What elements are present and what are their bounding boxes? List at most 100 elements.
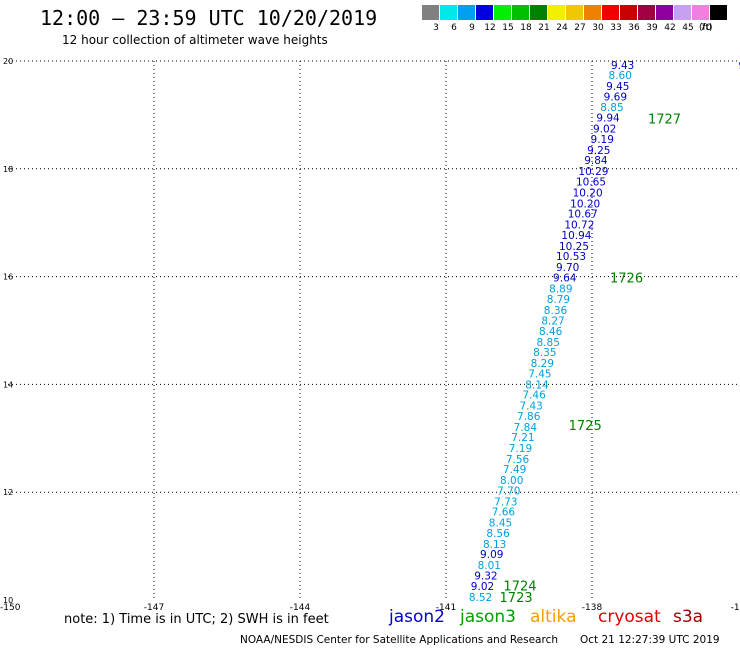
time-label: 1723 xyxy=(500,591,533,606)
legend-label: 39 xyxy=(646,23,658,33)
swh-value: 7.56 xyxy=(506,454,530,466)
swh-value: 8.85 xyxy=(537,337,560,349)
legend-swatch xyxy=(710,5,727,20)
satellite-label-jason2: jason2 xyxy=(389,607,445,627)
legend-swatch xyxy=(638,5,655,20)
lat-tick-label: 16 xyxy=(3,273,13,282)
swh-value: 7.45 xyxy=(528,369,551,381)
swh-value: 8.45 xyxy=(489,517,512,529)
lat-tick-label: 12 xyxy=(3,488,13,497)
legend-swatch xyxy=(584,5,601,20)
legend-swatch xyxy=(674,5,691,20)
lat-tick-label: 20 xyxy=(3,57,13,66)
footer-note: note: 1) Time is in UTC; 2) SWH is in fe… xyxy=(64,612,329,627)
legend-label: 36 xyxy=(628,23,640,33)
time-label: 1724 xyxy=(503,579,536,594)
swh-value: 8.52 xyxy=(469,592,492,604)
satellite-label-cryosat: cryosat xyxy=(598,607,661,627)
swh-value-edge: 9 xyxy=(739,60,740,72)
swh-value: 9.70 xyxy=(556,262,579,274)
swh-value: 8.00 xyxy=(500,475,523,487)
swh-value: 10.65 xyxy=(576,177,606,189)
page-subtitle: 12 hour collection of altimeter wave hei… xyxy=(62,33,328,47)
legend-swatch xyxy=(476,5,493,20)
swh-value: 7.46 xyxy=(522,390,546,402)
legend-label: 42 xyxy=(664,23,676,33)
legend-label: 45 xyxy=(682,23,694,33)
swh-value: 8.85 xyxy=(600,102,623,114)
swh-value: 10.94 xyxy=(561,230,591,242)
lon-tick-label: -144 xyxy=(290,603,311,613)
generated-timestamp: Oct 21 12:27:39 UTC 2019 xyxy=(580,634,720,646)
swh-value: 9.45 xyxy=(606,81,629,93)
time-label: 1727 xyxy=(648,113,681,128)
legend-swatch xyxy=(692,5,709,20)
swh-value: 7.70 xyxy=(497,486,520,498)
swh-value: 9.09 xyxy=(480,549,503,561)
swh-value: 8.01 xyxy=(478,560,501,572)
lat-tick-label: 14 xyxy=(3,380,13,389)
swh-value: 8.89 xyxy=(549,283,572,295)
time-label: 1726 xyxy=(610,272,643,287)
swh-value: 9.02 xyxy=(471,581,494,593)
legend-swatch xyxy=(566,5,583,20)
legend-label: 30 xyxy=(592,23,604,33)
swh-value: 7.86 xyxy=(517,411,541,423)
legend-swatch xyxy=(548,5,565,20)
swh-value: 8.35 xyxy=(533,347,556,359)
swh-value: 10.20 xyxy=(570,198,600,210)
swh-value: 9.69 xyxy=(604,92,627,104)
swh-value: 10.20 xyxy=(573,188,603,200)
swh-value: 7.43 xyxy=(519,400,542,412)
swh-value: 8.79 xyxy=(547,294,570,306)
time-label: 1725 xyxy=(569,419,602,434)
swh-value: 8.29 xyxy=(531,358,554,370)
swh-value: 7.21 xyxy=(511,432,534,444)
legend-label: 70 xyxy=(700,23,712,33)
legend-swatch xyxy=(440,5,457,20)
swh-value: 7.84 xyxy=(514,422,538,434)
swh-value: 10.25 xyxy=(559,241,589,253)
legend-label: 12 xyxy=(484,23,496,33)
satellite-label-jason3: jason3 xyxy=(460,607,516,627)
swh-value: 7.19 xyxy=(509,443,532,455)
lon-tick-label: -138 xyxy=(582,603,603,613)
swh-value: 10.72 xyxy=(564,219,594,231)
swh-value: 8.60 xyxy=(609,70,632,82)
swh-value: 7.73 xyxy=(494,496,517,508)
swh-value: 9.94 xyxy=(596,113,620,125)
legend-label: 15 xyxy=(502,23,514,33)
lon-tick-label: -150 xyxy=(0,603,21,613)
legend-unit: (ft) xyxy=(699,23,713,33)
swh-value: 10.67 xyxy=(568,209,598,221)
lon-tick-label: -13 xyxy=(731,603,740,613)
swh-value: 8.14 xyxy=(525,379,549,391)
credit-line: NOAA/NESDIS Center for Satellite Applica… xyxy=(240,634,558,646)
swh-value: 9.19 xyxy=(591,134,614,146)
swh-value: 9.43 xyxy=(611,60,634,72)
lat-tick-label: 18 xyxy=(3,165,13,174)
satellite-label-s3a: s3a xyxy=(673,607,704,627)
legend-swatch xyxy=(602,5,619,20)
satellite-label-altika: altika xyxy=(530,607,577,627)
legend-label: 6 xyxy=(451,23,457,33)
swh-value: 7.66 xyxy=(492,507,516,519)
swh-value: 8.13 xyxy=(483,539,506,551)
legend-label: 27 xyxy=(574,23,586,33)
swh-value: 8.56 xyxy=(486,528,510,540)
swh-value: 9.25 xyxy=(587,145,610,157)
legend-label: 21 xyxy=(538,23,550,33)
legend-swatch xyxy=(512,5,529,20)
swh-value: 7.49 xyxy=(503,464,526,476)
legend-label: 9 xyxy=(469,23,475,33)
swh-value: 9.64 xyxy=(553,273,577,285)
swh-value: 10.53 xyxy=(556,251,586,263)
legend-label: 33 xyxy=(610,23,622,33)
legend-label: 3 xyxy=(433,23,439,33)
swh-value: 10.29 xyxy=(578,166,608,178)
legend-swatch xyxy=(656,5,673,20)
legend-label: 18 xyxy=(520,23,532,33)
legend-swatch xyxy=(422,5,439,20)
page-title: 12:00 — 23:59 UTC 10/20/2019 xyxy=(40,6,378,30)
